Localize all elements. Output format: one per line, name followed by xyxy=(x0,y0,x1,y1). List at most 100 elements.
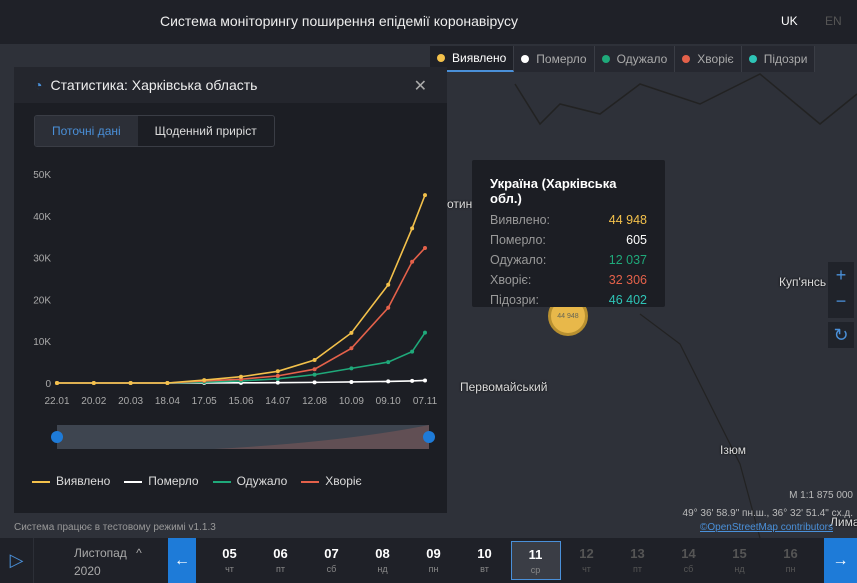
brush-preview xyxy=(57,425,429,449)
day-number: 08 xyxy=(375,546,390,561)
map-borders xyxy=(514,73,857,538)
tooltip-row: Одужало: 12 037 xyxy=(490,253,647,273)
brush-handle-right[interactable] xyxy=(423,431,435,443)
app-header: Система моніторингу поширення епідемії к… xyxy=(0,0,857,44)
line-icon xyxy=(124,480,143,483)
zoom-in-button[interactable]: + xyxy=(835,265,847,285)
data-point xyxy=(312,372,317,377)
refresh-icon: ↻ xyxy=(833,325,849,345)
day-13: 13 пт xyxy=(613,538,663,583)
chart-legend-item[interactable]: Хворіє xyxy=(301,474,362,488)
data-point xyxy=(312,367,317,372)
weekday: пт xyxy=(633,564,642,574)
data-point xyxy=(312,380,317,385)
weekday: пт xyxy=(276,564,285,574)
chart-legend-item[interactable]: Виявлено xyxy=(32,474,110,488)
chart-legend-item[interactable]: Одужало xyxy=(212,474,288,488)
day-number: 16 xyxy=(783,546,798,561)
day-08[interactable]: 08 нд xyxy=(358,538,408,583)
brush-handle-left[interactable] xyxy=(51,431,63,443)
day-05[interactable]: 05 чт xyxy=(205,538,255,583)
tooltip-title: Україна (Харківська обл.) xyxy=(490,176,617,206)
day-number: 09 xyxy=(426,546,441,561)
status-text: Система працює в тестовому режимі v1.1.3 xyxy=(14,522,216,533)
day-number: 06 xyxy=(273,546,288,561)
day-15: 15 нд xyxy=(715,538,765,583)
layer-3[interactable]: Хворіє xyxy=(675,46,742,72)
data-point xyxy=(423,193,427,198)
panel-title: Статистика: Харківська область xyxy=(50,77,258,93)
close-panel-button[interactable]: ✕ xyxy=(413,78,427,95)
layer-1[interactable]: Померло xyxy=(514,46,595,72)
day-14: 14 сб xyxy=(664,538,714,583)
chart-legend-item[interactable]: Померло xyxy=(124,474,199,488)
weekday: ср xyxy=(530,565,541,575)
city-label: Первомайський xyxy=(460,380,548,394)
month-selector[interactable]: Листопад ^ 2020 xyxy=(34,538,168,583)
x-tick-label: 09.10 xyxy=(376,396,401,407)
y-tick-label: 0 xyxy=(45,379,51,390)
weekday: нд xyxy=(377,564,388,574)
tooltip-value: 32 306 xyxy=(608,273,647,287)
data-point xyxy=(386,360,391,365)
layer-label: Хворіє xyxy=(697,52,734,66)
layer-2[interactable]: Одужало xyxy=(595,46,676,72)
osm-attribution-link[interactable]: ©OpenStreetMap contributors xyxy=(700,522,833,533)
weekday: сб xyxy=(683,564,694,574)
data-point xyxy=(275,376,280,381)
data-point xyxy=(275,373,280,378)
day-11[interactable]: 11 ср xyxy=(510,541,561,580)
chart: 0 10K 20K 30K 40K 50K 22.01 20.02 20.03 18.04 17.0… xyxy=(33,170,438,449)
day-09[interactable]: 09 пн xyxy=(409,538,459,583)
arrow-left-icon: ← xyxy=(174,551,190,569)
legend-label: Померло xyxy=(148,474,199,488)
cursor-coordinates: 49° 36' 58.9" пн.ш., 36° 32' 51.4" сх.д. xyxy=(682,508,853,519)
weekday: чт xyxy=(225,564,234,574)
app-title: Система моніторингу поширення епідемії к… xyxy=(160,13,518,29)
data-point xyxy=(410,226,415,231)
x-tick-label: 15.06 xyxy=(228,396,253,407)
data-point xyxy=(410,378,415,383)
tab-daily-growth[interactable]: Щоденний приріст xyxy=(154,124,257,138)
arrow-right-icon: → xyxy=(832,551,849,569)
legend-label: Одужало xyxy=(236,474,288,488)
data-point xyxy=(349,366,354,371)
next-day-button[interactable]: → xyxy=(824,538,857,583)
prev-day-button[interactable]: ← xyxy=(168,538,196,583)
play-button[interactable]: ▷ xyxy=(0,538,34,583)
zoom-out-button[interactable]: − xyxy=(835,291,847,311)
lang-uk[interactable]: UK xyxy=(781,14,798,28)
panel-tabs: Поточні дані Щоденний приріст xyxy=(34,115,275,147)
x-tick-label: 17.05 xyxy=(192,396,217,407)
region-tooltip: Україна (Харківська обл.) Виявлено: 44 94… xyxy=(472,160,665,307)
tab-current-data[interactable]: Поточні дані xyxy=(35,116,138,146)
day-07[interactable]: 07 сб xyxy=(307,538,357,583)
data-point xyxy=(55,381,59,385)
lang-en[interactable]: EN xyxy=(825,14,842,28)
line-icon xyxy=(301,480,320,483)
data-point xyxy=(386,379,391,384)
day-10[interactable]: 10 вт xyxy=(460,538,510,583)
day-number: 15 xyxy=(732,546,747,561)
layer-selector: Виявлено Померло Одужало Хворіє Підозри xyxy=(430,46,816,72)
day-06[interactable]: 06 пт xyxy=(256,538,306,583)
timeline: ▷ Листопад ^ 2020 ← 05 чт 06 пт 07 сб 08 нд 09 пн… xyxy=(0,538,857,583)
series-line-3 xyxy=(57,247,426,384)
day-number: 14 xyxy=(681,546,696,561)
data-point xyxy=(349,346,354,351)
tooltip-row: Хворіє: 32 306 xyxy=(490,273,647,293)
day-16: 16 пн xyxy=(766,538,816,583)
pie-chart-icon: ◔ xyxy=(34,77,43,93)
month-label: Листопад xyxy=(74,546,127,560)
day-number: 07 xyxy=(324,546,339,561)
data-point xyxy=(423,245,427,250)
layer-4[interactable]: Підозри xyxy=(742,46,816,72)
dot-icon xyxy=(748,55,757,63)
tooltip-label: Померло: xyxy=(490,233,546,247)
tooltip-value: 605 xyxy=(626,233,647,247)
reset-view-button[interactable]: ↻ xyxy=(828,322,854,348)
tooltip-value: 46 402 xyxy=(608,293,647,307)
layer-label: Одужало xyxy=(616,52,668,66)
chart-legend: Виявлено Померло Одужало Хворіє xyxy=(32,474,362,488)
tooltip-label: Виявлено: xyxy=(490,213,551,227)
